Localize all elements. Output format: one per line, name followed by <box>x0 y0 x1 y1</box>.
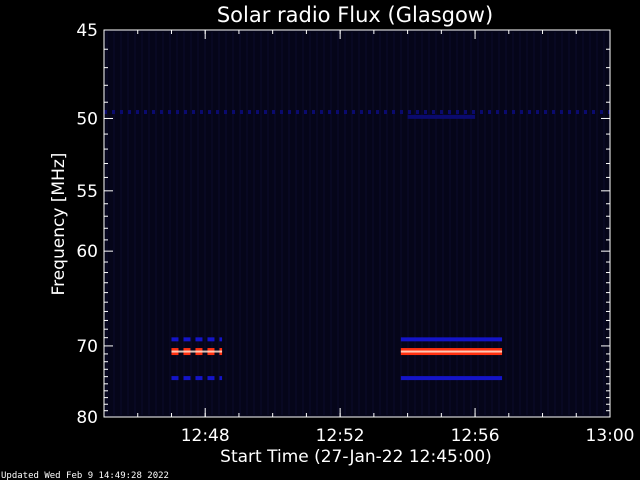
x-tick-label-3: 13:00 <box>586 426 635 446</box>
emission-band-1 <box>407 114 476 119</box>
y-tick-label-1: 50 <box>76 109 98 129</box>
y-tick-label-4: 70 <box>76 337 98 357</box>
y-axis: 45 50 55 60 70 80 <box>76 21 610 428</box>
plot-frame <box>103 29 611 418</box>
x-axis-label: Start Time (27-Jan-22 12:45:00) <box>220 447 492 467</box>
emission-band-6 <box>400 348 503 356</box>
emission-band-4 <box>171 376 223 381</box>
y-tick-label-2: 55 <box>76 182 98 202</box>
emission-band-5 <box>400 337 503 342</box>
heatmap-layer <box>104 32 610 415</box>
emission-band-2 <box>171 337 223 342</box>
updated-timestamp: Updated Wed Feb 9 14:49:28 2022 <box>1 471 169 480</box>
y-axis-label: Frequency [MHz] <box>49 153 69 296</box>
y-tick-label-0: 45 <box>76 21 98 41</box>
chart-title: Solar radio Flux (Glasgow) <box>217 3 493 27</box>
x-tick-label-2: 12:56 <box>451 426 500 446</box>
emission-band-3 <box>171 348 223 356</box>
x-axis: 12:48 12:52 12:56 13:00 <box>137 30 635 446</box>
emission-band-0 <box>104 110 610 115</box>
x-tick-label-1: 12:52 <box>316 426 365 446</box>
emission-band-7 <box>400 376 503 381</box>
y-tick-label-3: 60 <box>76 242 98 262</box>
y-tick-label-5: 80 <box>76 408 98 428</box>
x-tick-label-0: 12:48 <box>181 426 230 446</box>
